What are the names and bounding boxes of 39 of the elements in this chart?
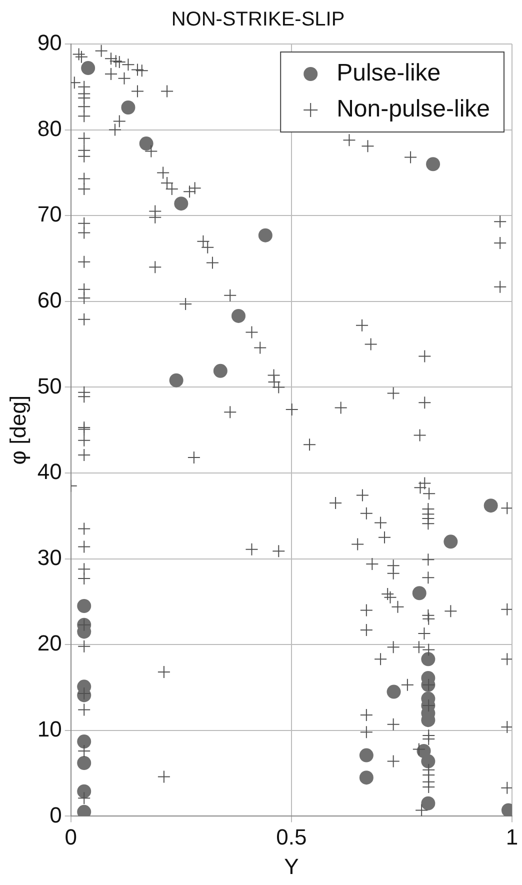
y-axis-title: φ [deg]	[5, 395, 30, 465]
point	[174, 196, 188, 211]
y-tick-label: 80	[37, 116, 62, 141]
point	[77, 784, 92, 798]
y-tick-label: 90	[37, 30, 62, 56]
y-tick-label: 50	[37, 373, 62, 398]
legend-label: Pulse-like	[336, 60, 441, 87]
point	[169, 373, 184, 388]
point	[421, 796, 436, 810]
x-tick-label: 1	[506, 824, 518, 850]
x-axis-title: Y	[284, 854, 300, 879]
point	[421, 652, 436, 666]
chart-title: NON-STRIKE-SLIP	[171, 8, 345, 31]
point	[258, 228, 272, 242]
y-tick-label: 10	[37, 716, 62, 742]
y-tick-label: 20	[37, 630, 62, 656]
point	[359, 748, 374, 762]
point	[77, 598, 92, 613]
point	[232, 308, 246, 323]
legend-label: Non-pulse-like	[336, 96, 490, 123]
y-tick-label: 40	[37, 459, 62, 484]
x-tick-label: 0.5	[276, 824, 307, 850]
point	[386, 684, 401, 699]
y-tick-label: 60	[37, 287, 62, 312]
point	[444, 534, 458, 549]
y-tick-label: 0	[50, 802, 62, 828]
point	[484, 498, 498, 513]
y-tick-label: 30	[37, 544, 62, 570]
point	[121, 100, 136, 114]
point	[426, 157, 440, 172]
point	[213, 364, 228, 378]
point	[77, 734, 92, 749]
point	[412, 586, 426, 600]
point	[81, 61, 96, 76]
point	[359, 770, 374, 785]
point	[139, 136, 154, 151]
point	[421, 754, 436, 768]
y-tick-label: 70	[37, 202, 62, 227]
point	[77, 756, 92, 770]
